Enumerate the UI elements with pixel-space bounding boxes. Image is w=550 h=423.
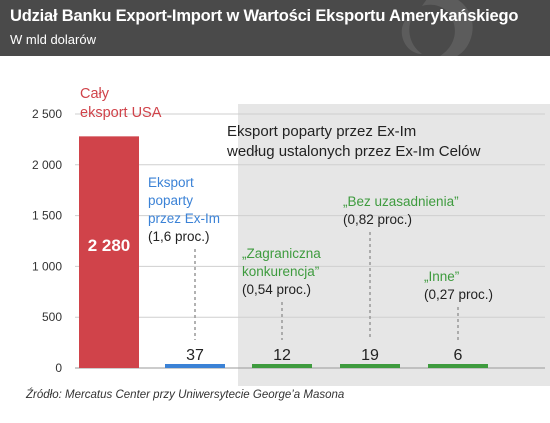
bar-label-0: eksport USA [80,105,162,121]
region-label: Eksport poparty przez Ex-Im według ustalo… [226,123,481,160]
bar-label-4: „Inne” [424,269,459,284]
bar-4 [428,364,488,368]
y-tick-label: 0 [55,361,62,375]
chart-title: Udział Banku Export-Import w Wartości Ek… [10,7,519,25]
bar-category-labels: Cały eksport USA Eksport poparty przez Ex-Im… [80,86,493,302]
y-axis-tick-labels: 0 500 1 000 1 500 2 000 2 500 [32,107,62,375]
y-tick-label: 2 000 [32,158,62,172]
ex-im-region-background [238,104,550,386]
bar-0 [79,136,139,368]
bar-note-2: (0,54 proc.) [242,282,311,297]
region-label-line: według ustalonych przez Ex-Im Celów [226,143,481,160]
bar-value-labels: 2 280 37 12 19 6 [88,236,463,364]
bar-label-1: przez Ex-Im [148,211,220,226]
bar-chart: 0 500 1 000 1 500 2 000 2 500 Eksport poparty… [32,86,550,386]
bar-1 [165,364,225,368]
source-note: Źródło: Mercatus Center przy Uniwersytec… [26,389,345,401]
y-tick-label: 1 500 [32,209,62,223]
y-tick-label: 2 500 [32,107,62,121]
region-label-line: Eksport poparty przez Ex-Im [227,123,416,140]
y-tick-label: 500 [42,310,62,324]
bar-label-1: poparty [148,193,193,208]
bars [79,136,488,368]
bar-label-3: „Bez uzasadnienia” [343,194,459,209]
header: Udział Banku Export-Import w Wartości Ek… [0,0,550,56]
bar-label-1: Eksport [148,175,194,190]
bar-note-3: (0,82 proc.) [343,212,412,227]
value-label-2: 12 [273,347,291,364]
bar-label-2: „Zagraniczna [242,246,321,261]
connector-lines [194,232,459,340]
logo-swirl-icon [401,0,473,56]
bar-3 [340,364,400,368]
chart-subtitle: W mld dolarów [10,32,96,47]
bar-label-0: Cały [80,86,110,102]
bar-note-4: (0,27 proc.) [424,287,493,302]
value-label-0: 2 280 [88,236,131,255]
value-label-3: 19 [361,347,379,364]
value-label-1: 37 [186,347,204,364]
value-label-4: 6 [454,347,463,364]
y-tick-label: 1 000 [32,259,62,273]
bar-note-1: (1,6 proc.) [148,229,210,244]
bar-label-2: konkurencja” [242,264,319,279]
bar-2 [252,364,312,368]
